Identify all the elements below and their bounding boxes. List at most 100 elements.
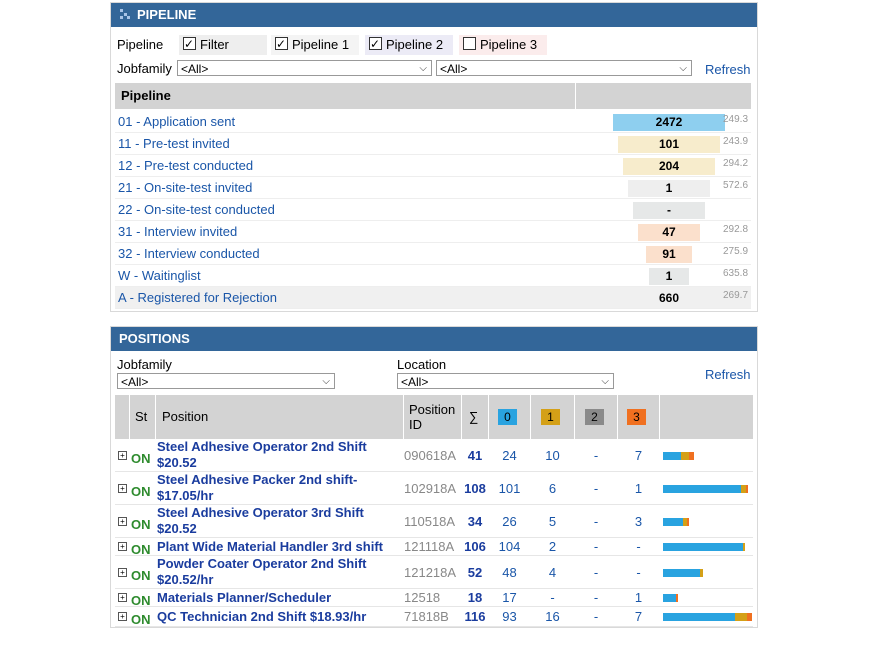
pipeline-count-bar[interactable]: 660 — [658, 291, 680, 305]
stage2-count[interactable]: - — [593, 480, 599, 496]
stage0-badge: 0 — [498, 409, 517, 425]
stage3-count[interactable]: 1 — [634, 590, 643, 605]
pipeline2-checkbox-label: Pipeline 2 — [386, 37, 444, 52]
positions-jobfamily-select[interactable]: <All> ⌵ — [117, 373, 335, 389]
expand-icon[interactable]: + — [118, 593, 127, 602]
position-id: 110518A — [404, 513, 456, 529]
stage1-count[interactable]: 6 — [548, 480, 557, 496]
stage0-count[interactable]: 104 — [498, 539, 521, 554]
total-count[interactable]: 52 — [467, 564, 483, 580]
pipeline3-checkbox[interactable]: Pipeline 3 — [459, 35, 547, 55]
position-title-link[interactable]: Steel Adhesive Operator 3rd Shift $20.52 — [157, 505, 364, 537]
pipeline-stage-link[interactable]: 11 - Pre-test invited — [118, 136, 230, 151]
position-title-link[interactable]: Steel Adhesive Operator 2nd Shift $20.52 — [157, 439, 367, 471]
position-title-link[interactable]: Plant Wide Material Handler 3rd shift — [157, 539, 383, 555]
stage1-count[interactable]: 2 — [548, 539, 557, 554]
chevron-down-icon: ⌵ — [419, 63, 427, 74]
pipeline-count-bar[interactable]: 47 — [638, 224, 700, 241]
positions-refresh-link[interactable]: Refresh — [705, 367, 751, 382]
position-title-line2: $20.52 — [157, 455, 197, 470]
positions-panel-title: POSITIONS — [119, 331, 190, 346]
position-id: 121118A — [404, 539, 455, 554]
pipeline-count-bar[interactable]: 204 — [623, 158, 715, 175]
stage3-count[interactable]: 1 — [634, 480, 643, 496]
stage2-count[interactable]: - — [593, 590, 599, 605]
stage1-count[interactable]: 4 — [548, 564, 557, 580]
total-count[interactable]: 116 — [464, 609, 486, 624]
pipeline-stage-link[interactable]: W - Waitinglist — [118, 268, 201, 283]
position-title-link[interactable]: QC Technician 2nd Shift $18.93/hr — [157, 609, 366, 625]
stage1-count[interactable]: 5 — [548, 513, 557, 529]
position-title-link[interactable]: Powder Coater Operator 2nd Shift $20.52/h… — [157, 556, 366, 588]
stage0-column-header: 0 — [498, 409, 517, 453]
pipeline-stage-link[interactable]: 01 - Application sent — [118, 114, 236, 129]
jobfamily-label: Jobfamily — [117, 61, 172, 76]
stage2-count[interactable]: - — [593, 539, 599, 554]
positions-panel: POSITIONS Jobfamily <All> ⌵ Location <All… — [110, 326, 758, 628]
pipeline-stage-link[interactable]: 12 - Pre-test conducted — [118, 158, 254, 173]
pipeline-stage-link[interactable]: 32 - Interview conducted — [118, 246, 260, 261]
stage2-count[interactable]: - — [593, 609, 599, 624]
pipeline1-checkbox[interactable]: Pipeline 1 — [271, 34, 359, 55]
pipeline-panel-title: PIPELINE — [137, 7, 197, 22]
total-count[interactable]: 41 — [467, 447, 483, 463]
jobfamily-select-2[interactable]: <All> ⌵ — [436, 60, 692, 76]
stage0-count[interactable]: 101 — [498, 480, 521, 496]
expand-icon[interactable]: + — [118, 516, 127, 526]
pipeline-stage-link[interactable]: 21 - On-site-test invited — [118, 180, 253, 195]
position-id-label-1: Position — [409, 402, 456, 417]
total-count[interactable]: 34 — [467, 513, 483, 529]
stage3-count[interactable]: - — [636, 564, 641, 580]
total-count[interactable]: 108 — [464, 480, 486, 496]
position-title-link[interactable]: Steel Adhesive Packer 2nd shift- $17.05/h… — [157, 472, 357, 504]
expand-icon[interactable]: + — [118, 483, 127, 493]
position-title-line1: Steel Adhesive Packer 2nd shift- — [157, 472, 358, 487]
stage0-count[interactable]: 17 — [502, 590, 517, 605]
stage0-count[interactable]: 24 — [502, 447, 517, 463]
stage0-count[interactable]: 93 — [502, 609, 517, 624]
stage3-count[interactable]: 7 — [634, 609, 643, 624]
pipeline-row: 31 - Interview invited 47 292.8 — [115, 221, 751, 243]
pipeline-stage-link[interactable]: 22 - On-site-test conducted — [118, 202, 275, 217]
stage1-count[interactable]: 10 — [545, 447, 560, 463]
pipeline-count-bar[interactable]: 91 — [646, 246, 692, 263]
stage3-count[interactable]: - — [636, 539, 641, 554]
pipeline-count-bar[interactable]: 1 — [628, 180, 710, 197]
pipeline2-checkbox[interactable]: Pipeline 2 — [365, 34, 453, 55]
expand-icon[interactable]: + — [118, 567, 127, 577]
jobfamily-select-2-value: <All> — [440, 62, 468, 76]
stage2-count[interactable]: - — [593, 447, 599, 463]
expand-icon[interactable]: + — [118, 612, 127, 621]
pipeline-count-bar[interactable]: 1 — [649, 268, 689, 285]
location-select[interactable]: <All> ⌵ — [397, 373, 614, 389]
expand-icon[interactable]: + — [118, 450, 127, 460]
pipeline-panel-header: PIPELINE — [111, 3, 757, 27]
pipeline-stage-link[interactable]: 31 - Interview invited — [118, 224, 238, 239]
filter-checkbox[interactable]: Filter — [179, 34, 267, 55]
position-title-link[interactable]: Materials Planner/Scheduler — [157, 590, 331, 606]
status-badge: ON — [131, 567, 151, 583]
pipeline-count-bar[interactable]: 2472 — [613, 114, 725, 131]
position-row: + ON QC Technician 2nd Shift $18.93/hr 7181… — [115, 607, 753, 627]
stage3-count[interactable]: 7 — [634, 447, 643, 463]
stage0-count[interactable]: 48 — [502, 564, 517, 580]
position-id: 121218A — [404, 564, 457, 580]
stage2-count[interactable]: - — [593, 564, 599, 580]
stage1-bar-segment — [681, 451, 689, 460]
pipeline-count-bar[interactable]: 101 — [618, 136, 720, 153]
stage3-count[interactable]: 3 — [634, 513, 643, 529]
pipeline-refresh-link[interactable]: Refresh — [705, 62, 751, 77]
column-divider — [530, 395, 531, 439]
stage3-bar-segment — [689, 451, 694, 460]
stage1-count[interactable]: 16 — [545, 609, 560, 624]
stage1-count[interactable]: - — [550, 590, 555, 605]
expand-icon[interactable]: + — [118, 542, 127, 551]
pipeline-count-bar[interactable]: - — [633, 202, 705, 219]
stage2-count[interactable]: - — [593, 513, 599, 529]
position-column-header: Position — [162, 395, 208, 439]
jobfamily-select[interactable]: <All> ⌵ — [177, 60, 432, 76]
total-count[interactable]: 106 — [464, 539, 486, 554]
total-count[interactable]: 18 — [467, 590, 483, 605]
stage0-count[interactable]: 26 — [502, 513, 517, 529]
pipeline-stage-link[interactable]: A - Registered for Rejection — [118, 290, 277, 305]
